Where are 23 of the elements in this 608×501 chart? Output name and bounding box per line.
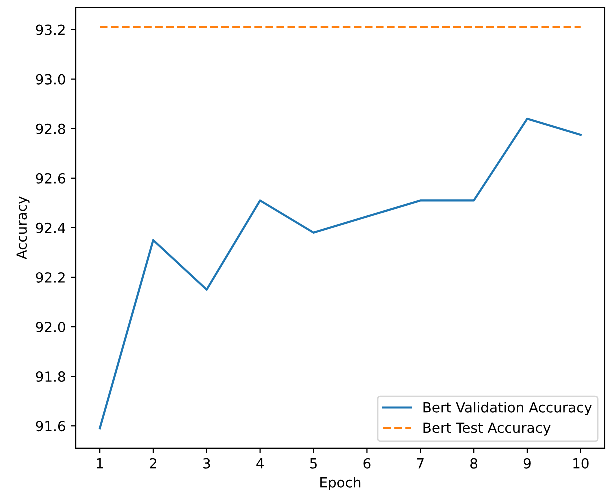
y-tick-label: 92.6 bbox=[36, 173, 66, 184]
x-tick-label: 3 bbox=[204, 458, 210, 469]
x-tick-label: 8 bbox=[470, 458, 478, 469]
x-axis-title: Epoch bbox=[320, 477, 361, 491]
x-tick-label: 5 bbox=[310, 458, 317, 469]
legend-label: Bert Test Accuracy bbox=[424, 422, 551, 436]
y-tick-label: 91.6 bbox=[36, 421, 66, 432]
x-tick-label: 2 bbox=[150, 458, 156, 469]
y-tick-label: 93.0 bbox=[36, 74, 66, 85]
x-tick-label: 9 bbox=[524, 458, 531, 469]
y-axis-title: Accuracy bbox=[16, 196, 30, 260]
x-tick-label: 4 bbox=[256, 458, 264, 469]
x-tick-label: 6 bbox=[364, 458, 371, 469]
y-tick-label: 92.4 bbox=[36, 222, 66, 234]
y-tick-label: 92.8 bbox=[36, 124, 66, 134]
y-tick-label: 91.8 bbox=[36, 372, 66, 382]
y-tick-label: 93.2 bbox=[36, 24, 65, 36]
legend-label: Bert Validation Accuracy bbox=[424, 402, 592, 416]
x-tick-label: 7 bbox=[417, 458, 424, 469]
x-tick-label: 10 bbox=[574, 458, 589, 469]
y-tick-label: 92.2 bbox=[36, 272, 65, 283]
x-tick-label: 1 bbox=[97, 458, 104, 469]
y-tick-label: 92.0 bbox=[36, 322, 66, 333]
